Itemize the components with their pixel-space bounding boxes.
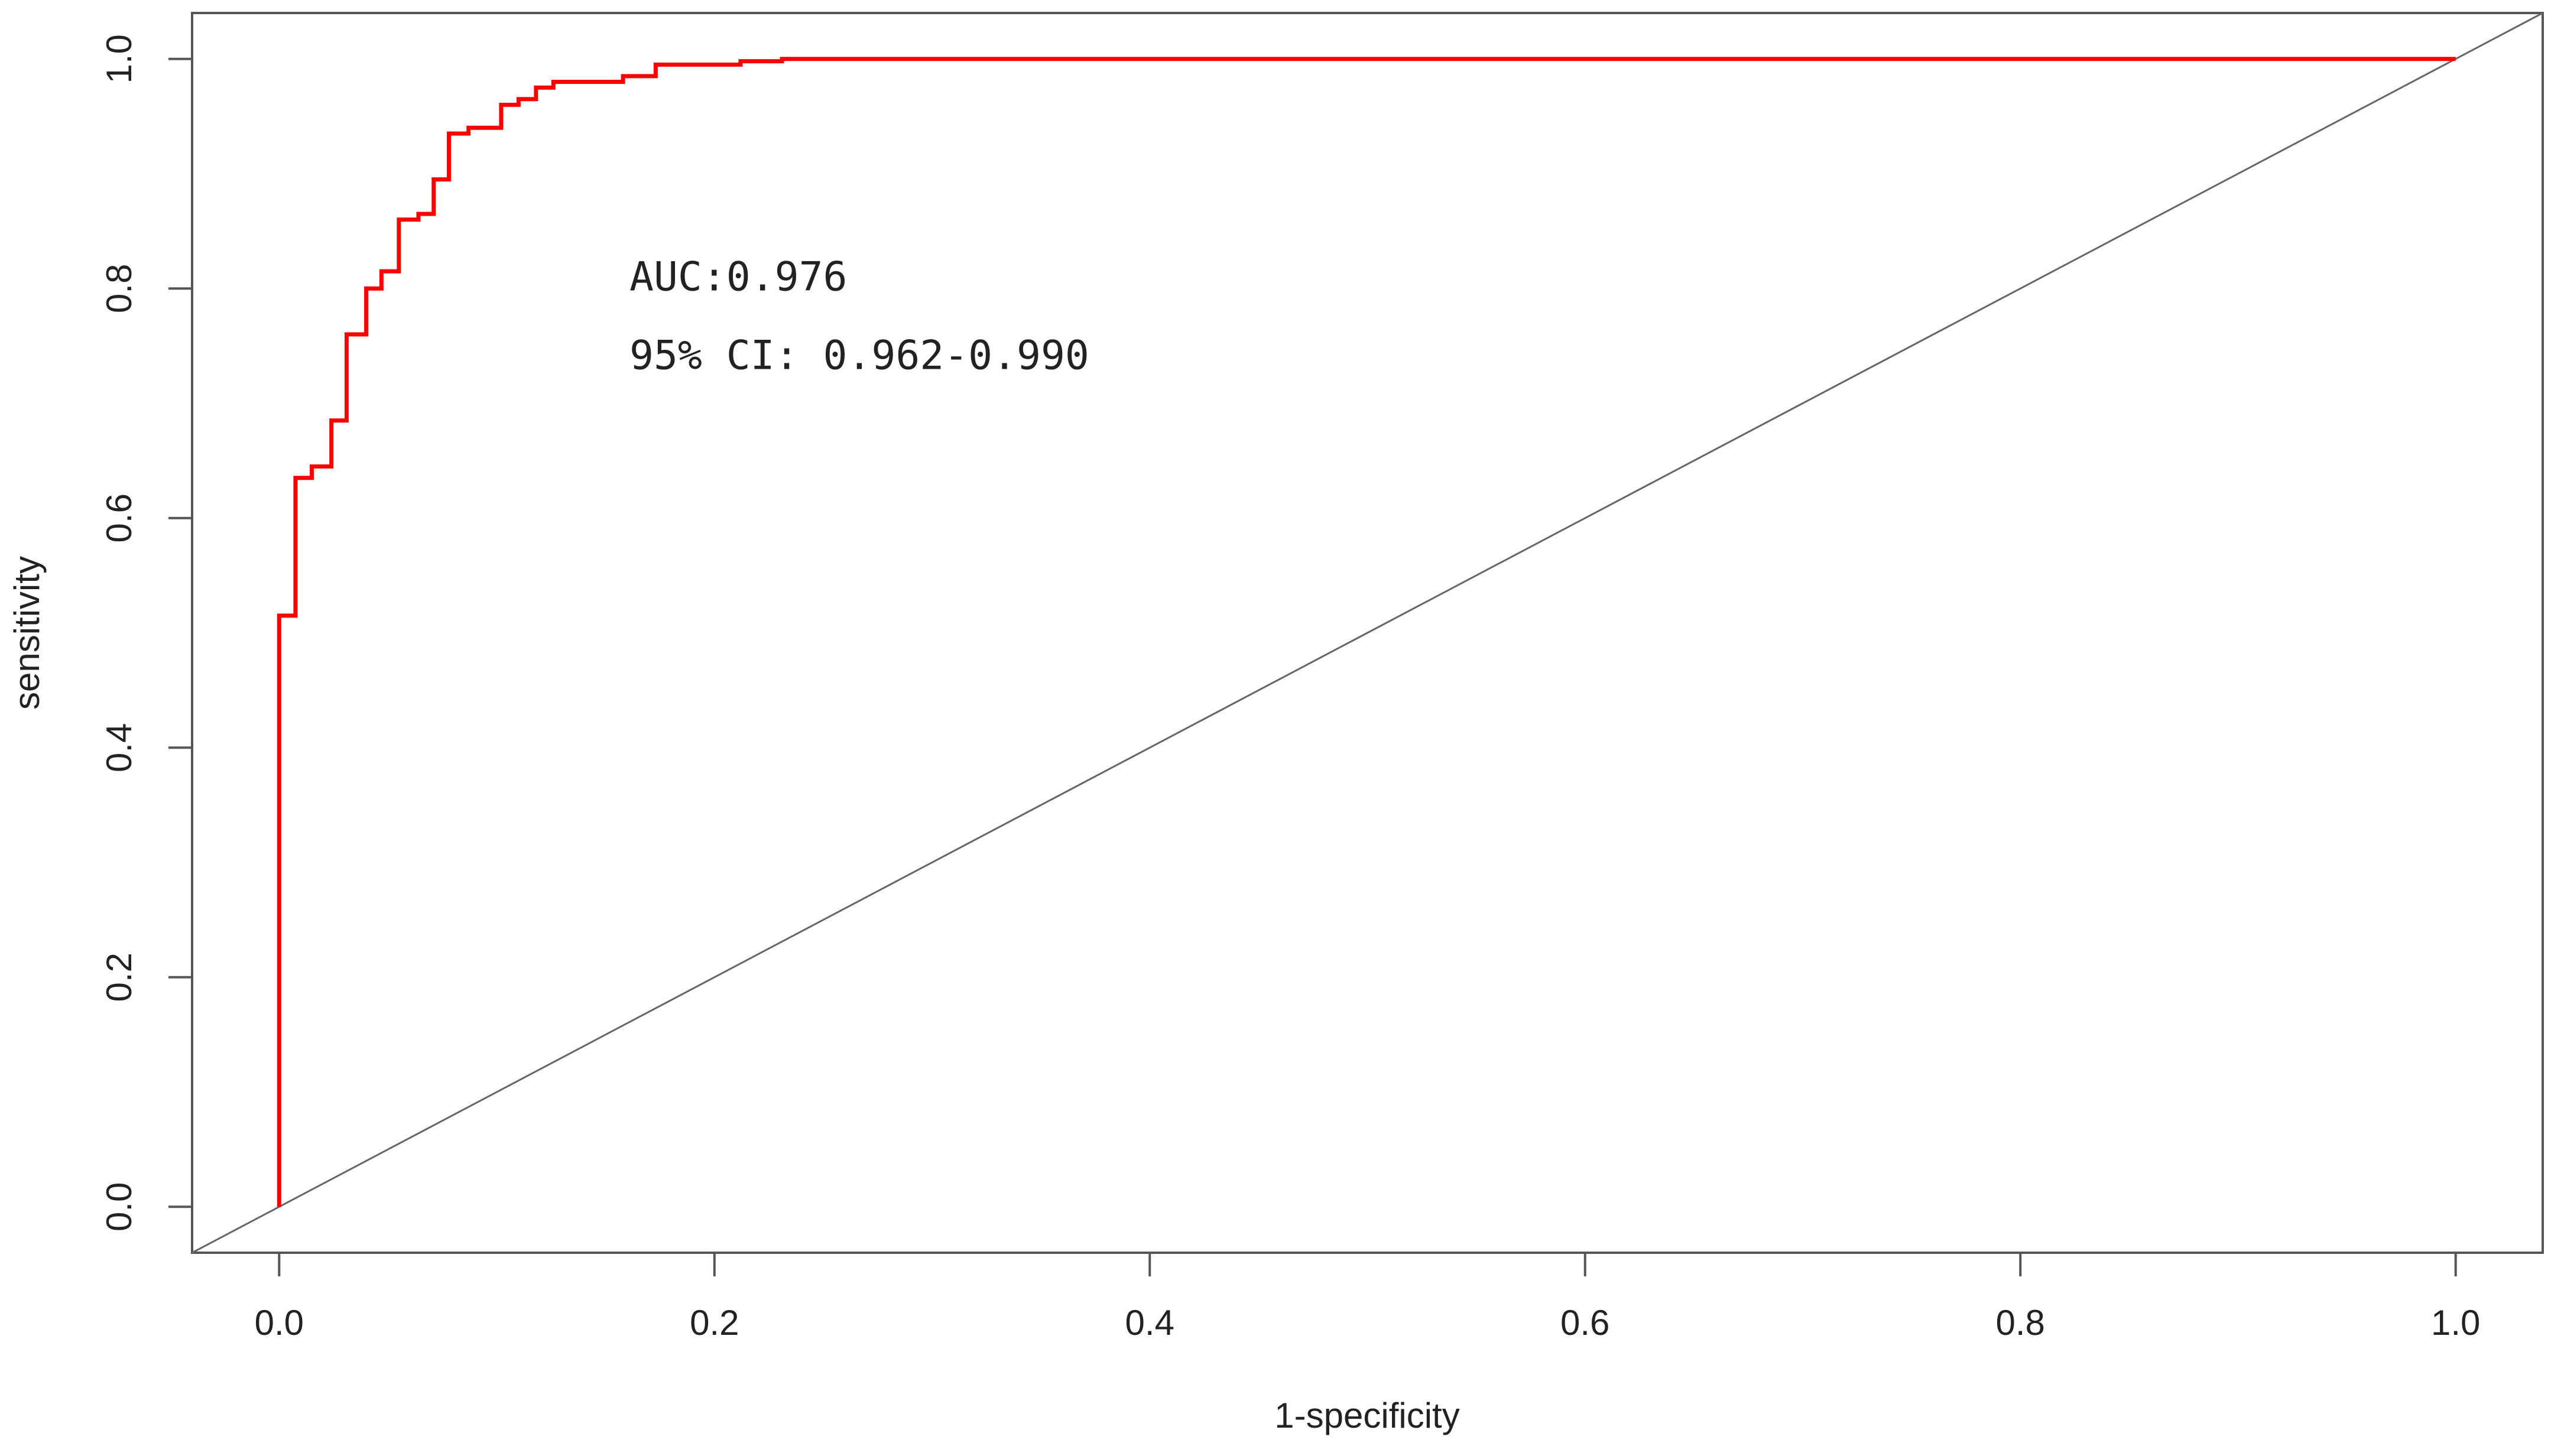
y-tick-label: 0.4 [99, 723, 139, 772]
x-tick-label: 1.0 [2431, 1303, 2480, 1343]
x-tick-label: 0.2 [690, 1303, 739, 1343]
x-tick-label: 0.0 [255, 1303, 304, 1343]
x-tick-label: 0.4 [1125, 1303, 1174, 1343]
y-tick-label: 1.0 [99, 34, 139, 83]
x-tick-label: 0.8 [1996, 1303, 2045, 1343]
y-tick-label: 0.0 [99, 1182, 139, 1231]
roc-curve [277, 57, 2456, 1207]
y-tick-label: 0.6 [99, 493, 139, 542]
x-axis-title: 1-specificity [1274, 1396, 1459, 1435]
annotation: 95% CI: 0.962-0.990 [629, 333, 1089, 379]
y-tick-label: 0.2 [99, 953, 139, 1002]
y-tick-label: 0.8 [99, 264, 139, 313]
x-tick-label: 0.6 [1560, 1303, 1609, 1343]
annotation: AUC:0.976 [629, 254, 847, 301]
y-axis-title: sensitivity [7, 556, 47, 710]
plot-frame [191, 12, 2544, 1254]
reference-line [192, 12, 2543, 1254]
